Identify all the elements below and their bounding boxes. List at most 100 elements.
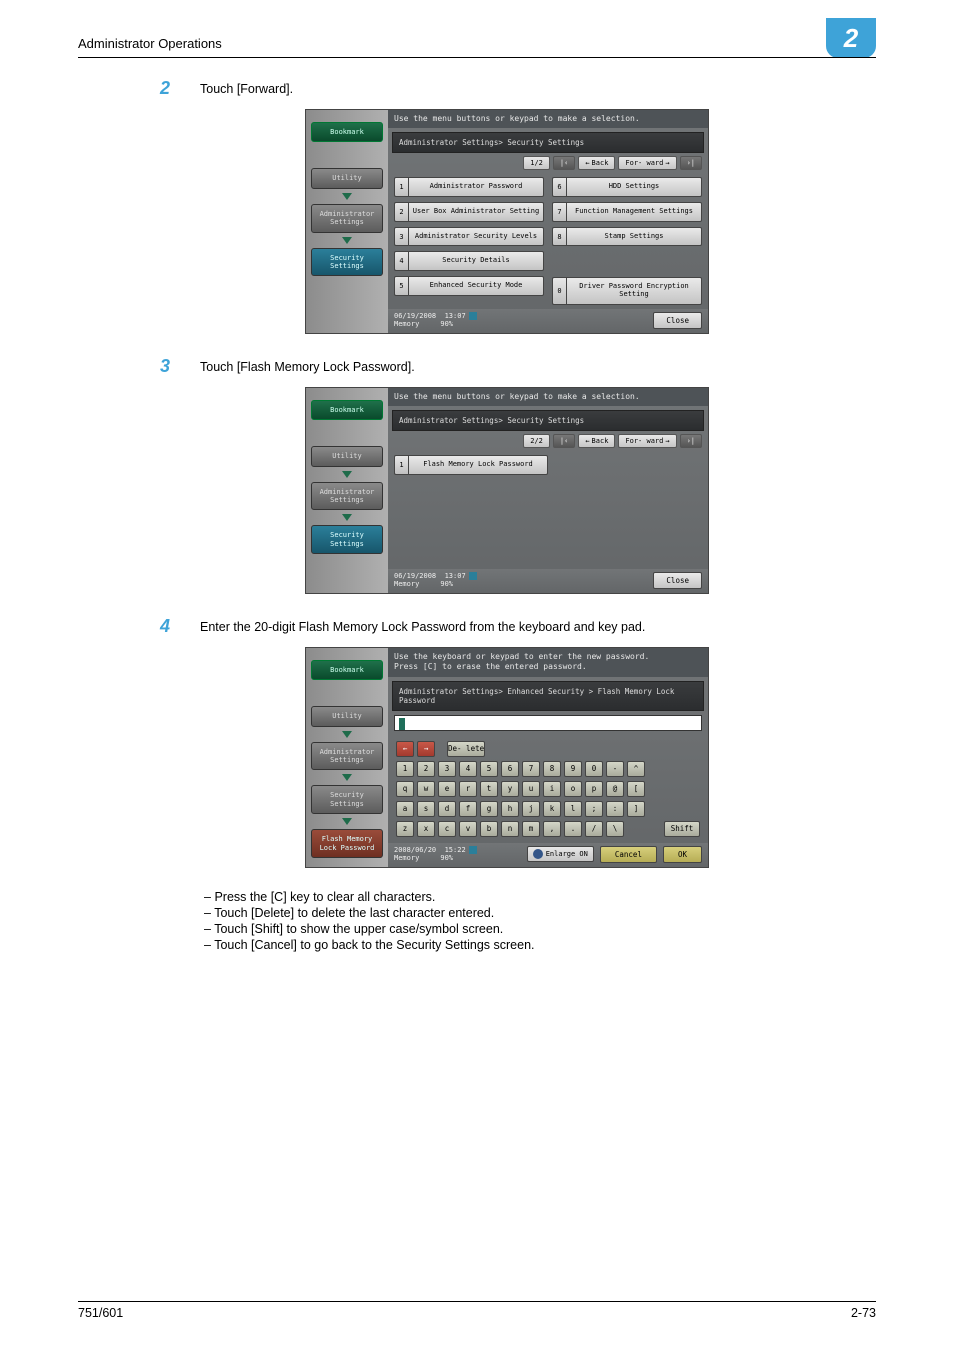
menu-item-flash-memory-lock[interactable]: 1 Flash Memory Lock Password: [394, 455, 548, 475]
cancel-button[interactable]: Cancel: [600, 846, 657, 863]
key-c[interactable]: c: [438, 821, 456, 837]
key-j[interactable]: j: [522, 801, 540, 817]
key-][interactable]: ]: [627, 801, 645, 817]
key-@[interactable]: @: [606, 781, 624, 797]
key-v[interactable]: v: [459, 821, 477, 837]
key-k[interactable]: k: [543, 801, 561, 817]
flash-memory-lock-button[interactable]: Flash Memory Lock Password: [311, 829, 383, 858]
key-r[interactable]: r: [459, 781, 477, 797]
menu-item[interactable]: 6HDD Settings: [552, 177, 702, 197]
key--[interactable]: -: [606, 761, 624, 777]
key-3[interactable]: 3: [438, 761, 456, 777]
key-s[interactable]: s: [417, 801, 435, 817]
status-bar: 06/19/2008 13:07 Memory 90%: [394, 312, 477, 329]
key-t[interactable]: t: [480, 781, 498, 797]
key-e[interactable]: e: [438, 781, 456, 797]
back-start-button[interactable]: |‹: [553, 434, 575, 448]
key-l[interactable]: l: [564, 801, 582, 817]
admin-settings-button[interactable]: Administrator Settings: [311, 742, 383, 771]
admin-settings-button[interactable]: Administrator Settings: [311, 482, 383, 511]
back-button[interactable]: ← Back: [578, 156, 615, 170]
key-x[interactable]: x: [417, 821, 435, 837]
step-text: Touch [Forward].: [200, 78, 293, 96]
menu-item[interactable]: 5Enhanced Security Mode: [394, 276, 544, 296]
menu-item[interactable]: 4Security Details: [394, 251, 544, 271]
key-w[interactable]: w: [417, 781, 435, 797]
menu-item[interactable]: 8Stamp Settings: [552, 227, 702, 247]
admin-settings-button[interactable]: Administrator Settings: [311, 204, 383, 233]
utility-button[interactable]: Utility: [311, 168, 383, 188]
key-b[interactable]: b: [480, 821, 498, 837]
menu-item[interactable]: 1Administrator Password: [394, 177, 544, 197]
key-9[interactable]: 9: [564, 761, 582, 777]
key-g[interactable]: g: [480, 801, 498, 817]
security-settings-button[interactable]: Security Settings: [311, 248, 383, 277]
key-u[interactable]: u: [522, 781, 540, 797]
key-7[interactable]: 7: [522, 761, 540, 777]
utility-button[interactable]: Utility: [311, 706, 383, 726]
key-^[interactable]: ^: [627, 761, 645, 777]
key-i[interactable]: i: [543, 781, 561, 797]
step-2: 2 Touch [Forward].: [160, 78, 854, 99]
sidebar: Bookmark Utility Administrator Settings …: [306, 110, 388, 333]
menu-item[interactable]: 3Administrator Security Levels: [394, 227, 544, 247]
key-.[interactable]: .: [564, 821, 582, 837]
close-button[interactable]: Close: [653, 312, 702, 329]
key-o[interactable]: o: [564, 781, 582, 797]
instruction-text: Use the keyboard or keypad to enter the …: [388, 648, 708, 677]
bookmark-button[interactable]: Bookmark: [311, 400, 383, 420]
key-z[interactable]: z: [396, 821, 414, 837]
key-4[interactable]: 4: [459, 761, 477, 777]
arrow-right-key[interactable]: →: [417, 741, 435, 757]
menu-item[interactable]: 7Function Management Settings: [552, 202, 702, 222]
key-6[interactable]: 6: [501, 761, 519, 777]
key-/[interactable]: /: [585, 821, 603, 837]
key-1[interactable]: 1: [396, 761, 414, 777]
key-q[interactable]: q: [396, 781, 414, 797]
sidebar: Bookmark Utility Administrator Settings …: [306, 388, 388, 593]
key-8[interactable]: 8: [543, 761, 561, 777]
close-button[interactable]: Close: [653, 572, 702, 589]
enlarge-toggle[interactable]: Enlarge ON: [527, 846, 594, 862]
key-m[interactable]: m: [522, 821, 540, 837]
forward-end-button[interactable]: ›|: [680, 434, 702, 448]
key-0[interactable]: 0: [585, 761, 603, 777]
memory-icon: [469, 846, 477, 854]
key-;[interactable]: ;: [585, 801, 603, 817]
bookmark-button[interactable]: Bookmark: [311, 122, 383, 142]
forward-button[interactable]: For- ward →: [618, 434, 676, 448]
key-n[interactable]: n: [501, 821, 519, 837]
security-settings-button[interactable]: Security Settings: [311, 785, 383, 814]
key-[[interactable]: [: [627, 781, 645, 797]
back-button[interactable]: ← Back: [578, 434, 615, 448]
key-f[interactable]: f: [459, 801, 477, 817]
ok-button[interactable]: OK: [663, 846, 702, 863]
forward-button[interactable]: For- ward →: [618, 156, 676, 170]
note-item: Touch [Delete] to delete the last charac…: [204, 906, 854, 920]
key-:[interactable]: :: [606, 801, 624, 817]
menu-item-label: Administrator Security Levels: [408, 227, 544, 247]
key-,[interactable]: ,: [543, 821, 561, 837]
security-settings-button[interactable]: Security Settings: [311, 525, 383, 554]
key-a[interactable]: a: [396, 801, 414, 817]
menu-item[interactable]: 2User Box Administrator Setting: [394, 202, 544, 222]
bookmark-button[interactable]: Bookmark: [311, 660, 383, 680]
delete-key[interactable]: De- lete: [447, 741, 485, 757]
key-p[interactable]: p: [585, 781, 603, 797]
key-y[interactable]: y: [501, 781, 519, 797]
forward-end-button[interactable]: ›|: [680, 156, 702, 170]
password-input[interactable]: [394, 715, 702, 731]
menu-item[interactable]: 0Driver Password Encryption Setting: [552, 277, 702, 304]
arrow-left-key[interactable]: ←: [396, 741, 414, 757]
key-d[interactable]: d: [438, 801, 456, 817]
utility-button[interactable]: Utility: [311, 446, 383, 466]
status-bar: 06/19/2008 13:07 Memory 90%: [394, 572, 477, 589]
key-\[interactable]: \: [606, 821, 624, 837]
shift-key[interactable]: Shift: [664, 821, 700, 837]
key-2[interactable]: 2: [417, 761, 435, 777]
page-header-title: Administrator Operations: [78, 36, 876, 51]
key-h[interactable]: h: [501, 801, 519, 817]
back-start-button[interactable]: |‹: [553, 156, 575, 170]
instruction-text: Use the menu buttons or keypad to make a…: [388, 388, 708, 406]
key-5[interactable]: 5: [480, 761, 498, 777]
